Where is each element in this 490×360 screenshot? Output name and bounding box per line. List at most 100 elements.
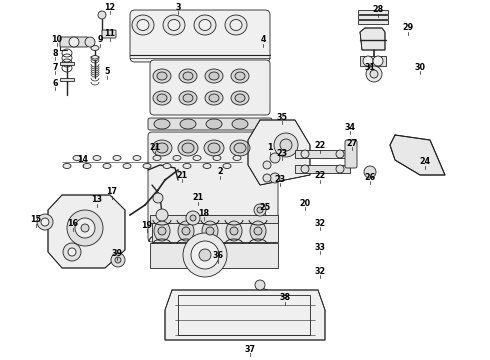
Circle shape	[183, 233, 227, 277]
Ellipse shape	[156, 143, 168, 153]
FancyBboxPatch shape	[148, 132, 278, 242]
Circle shape	[153, 193, 163, 203]
Ellipse shape	[193, 156, 201, 161]
Ellipse shape	[163, 163, 171, 168]
Text: 7: 7	[52, 63, 58, 72]
Ellipse shape	[235, 72, 245, 80]
Ellipse shape	[202, 221, 218, 241]
Bar	[152, 220, 278, 242]
Polygon shape	[360, 28, 385, 50]
Text: 39: 39	[112, 248, 122, 257]
Text: 10: 10	[51, 35, 63, 44]
Polygon shape	[248, 120, 310, 185]
Bar	[358, 20, 388, 24]
Ellipse shape	[204, 140, 224, 156]
Text: 36: 36	[213, 252, 223, 261]
Ellipse shape	[153, 69, 171, 83]
Ellipse shape	[153, 156, 161, 161]
Text: 31: 31	[365, 63, 375, 72]
Ellipse shape	[235, 94, 245, 102]
FancyBboxPatch shape	[345, 140, 357, 168]
Text: 32: 32	[315, 219, 325, 228]
Text: 12: 12	[104, 3, 116, 12]
Text: 35: 35	[276, 112, 288, 122]
Text: 19: 19	[142, 220, 152, 230]
Text: 3: 3	[175, 3, 181, 12]
Circle shape	[336, 150, 344, 158]
Ellipse shape	[225, 15, 247, 35]
Ellipse shape	[226, 221, 242, 241]
Text: 23: 23	[274, 175, 286, 184]
Ellipse shape	[183, 72, 193, 80]
Ellipse shape	[91, 45, 99, 50]
Circle shape	[270, 153, 280, 163]
Ellipse shape	[230, 19, 242, 31]
Ellipse shape	[154, 119, 170, 129]
Text: 33: 33	[315, 243, 325, 252]
Circle shape	[363, 56, 373, 66]
Text: 15: 15	[30, 216, 42, 225]
FancyBboxPatch shape	[102, 30, 116, 38]
Text: 25: 25	[259, 203, 270, 212]
Ellipse shape	[232, 119, 248, 129]
Text: 18: 18	[198, 208, 210, 217]
Circle shape	[301, 150, 309, 158]
Circle shape	[255, 280, 265, 290]
Circle shape	[254, 227, 262, 235]
Text: 14: 14	[77, 156, 89, 165]
Ellipse shape	[230, 140, 250, 156]
Ellipse shape	[103, 163, 111, 168]
Ellipse shape	[231, 91, 249, 105]
Text: 30: 30	[415, 63, 425, 72]
Circle shape	[67, 210, 103, 246]
Ellipse shape	[233, 156, 241, 161]
Ellipse shape	[157, 72, 167, 80]
Bar	[150, 215, 278, 223]
Text: 20: 20	[299, 198, 311, 207]
Ellipse shape	[137, 19, 149, 31]
Text: 34: 34	[344, 122, 356, 131]
Ellipse shape	[180, 119, 196, 129]
Ellipse shape	[250, 221, 266, 241]
Ellipse shape	[178, 140, 198, 156]
Ellipse shape	[213, 156, 221, 161]
Circle shape	[182, 227, 190, 235]
Ellipse shape	[73, 156, 81, 161]
Ellipse shape	[168, 19, 180, 31]
FancyBboxPatch shape	[60, 37, 88, 47]
Circle shape	[41, 218, 49, 226]
Text: 29: 29	[402, 23, 414, 32]
Ellipse shape	[178, 221, 194, 241]
Circle shape	[37, 214, 53, 230]
Ellipse shape	[157, 94, 167, 102]
Ellipse shape	[194, 15, 216, 35]
Text: 1: 1	[267, 144, 273, 153]
Circle shape	[257, 207, 263, 213]
Ellipse shape	[123, 163, 131, 168]
Text: 26: 26	[365, 172, 375, 181]
Ellipse shape	[234, 143, 246, 153]
Polygon shape	[390, 135, 445, 175]
FancyBboxPatch shape	[150, 60, 270, 115]
Ellipse shape	[173, 156, 181, 161]
Bar	[358, 10, 388, 14]
Circle shape	[199, 249, 211, 261]
Ellipse shape	[179, 91, 197, 105]
Circle shape	[230, 227, 238, 235]
Ellipse shape	[132, 15, 154, 35]
Ellipse shape	[203, 163, 211, 168]
Circle shape	[301, 165, 309, 173]
Circle shape	[254, 204, 266, 216]
Ellipse shape	[179, 69, 197, 83]
Bar	[178, 295, 310, 335]
Bar	[360, 56, 386, 66]
Text: 2: 2	[217, 167, 223, 176]
Circle shape	[111, 253, 125, 267]
Circle shape	[115, 257, 121, 263]
Ellipse shape	[205, 91, 223, 105]
Circle shape	[364, 166, 376, 178]
Text: 8: 8	[52, 49, 58, 58]
Ellipse shape	[83, 163, 91, 168]
Bar	[295, 165, 350, 173]
Text: 28: 28	[372, 5, 384, 14]
